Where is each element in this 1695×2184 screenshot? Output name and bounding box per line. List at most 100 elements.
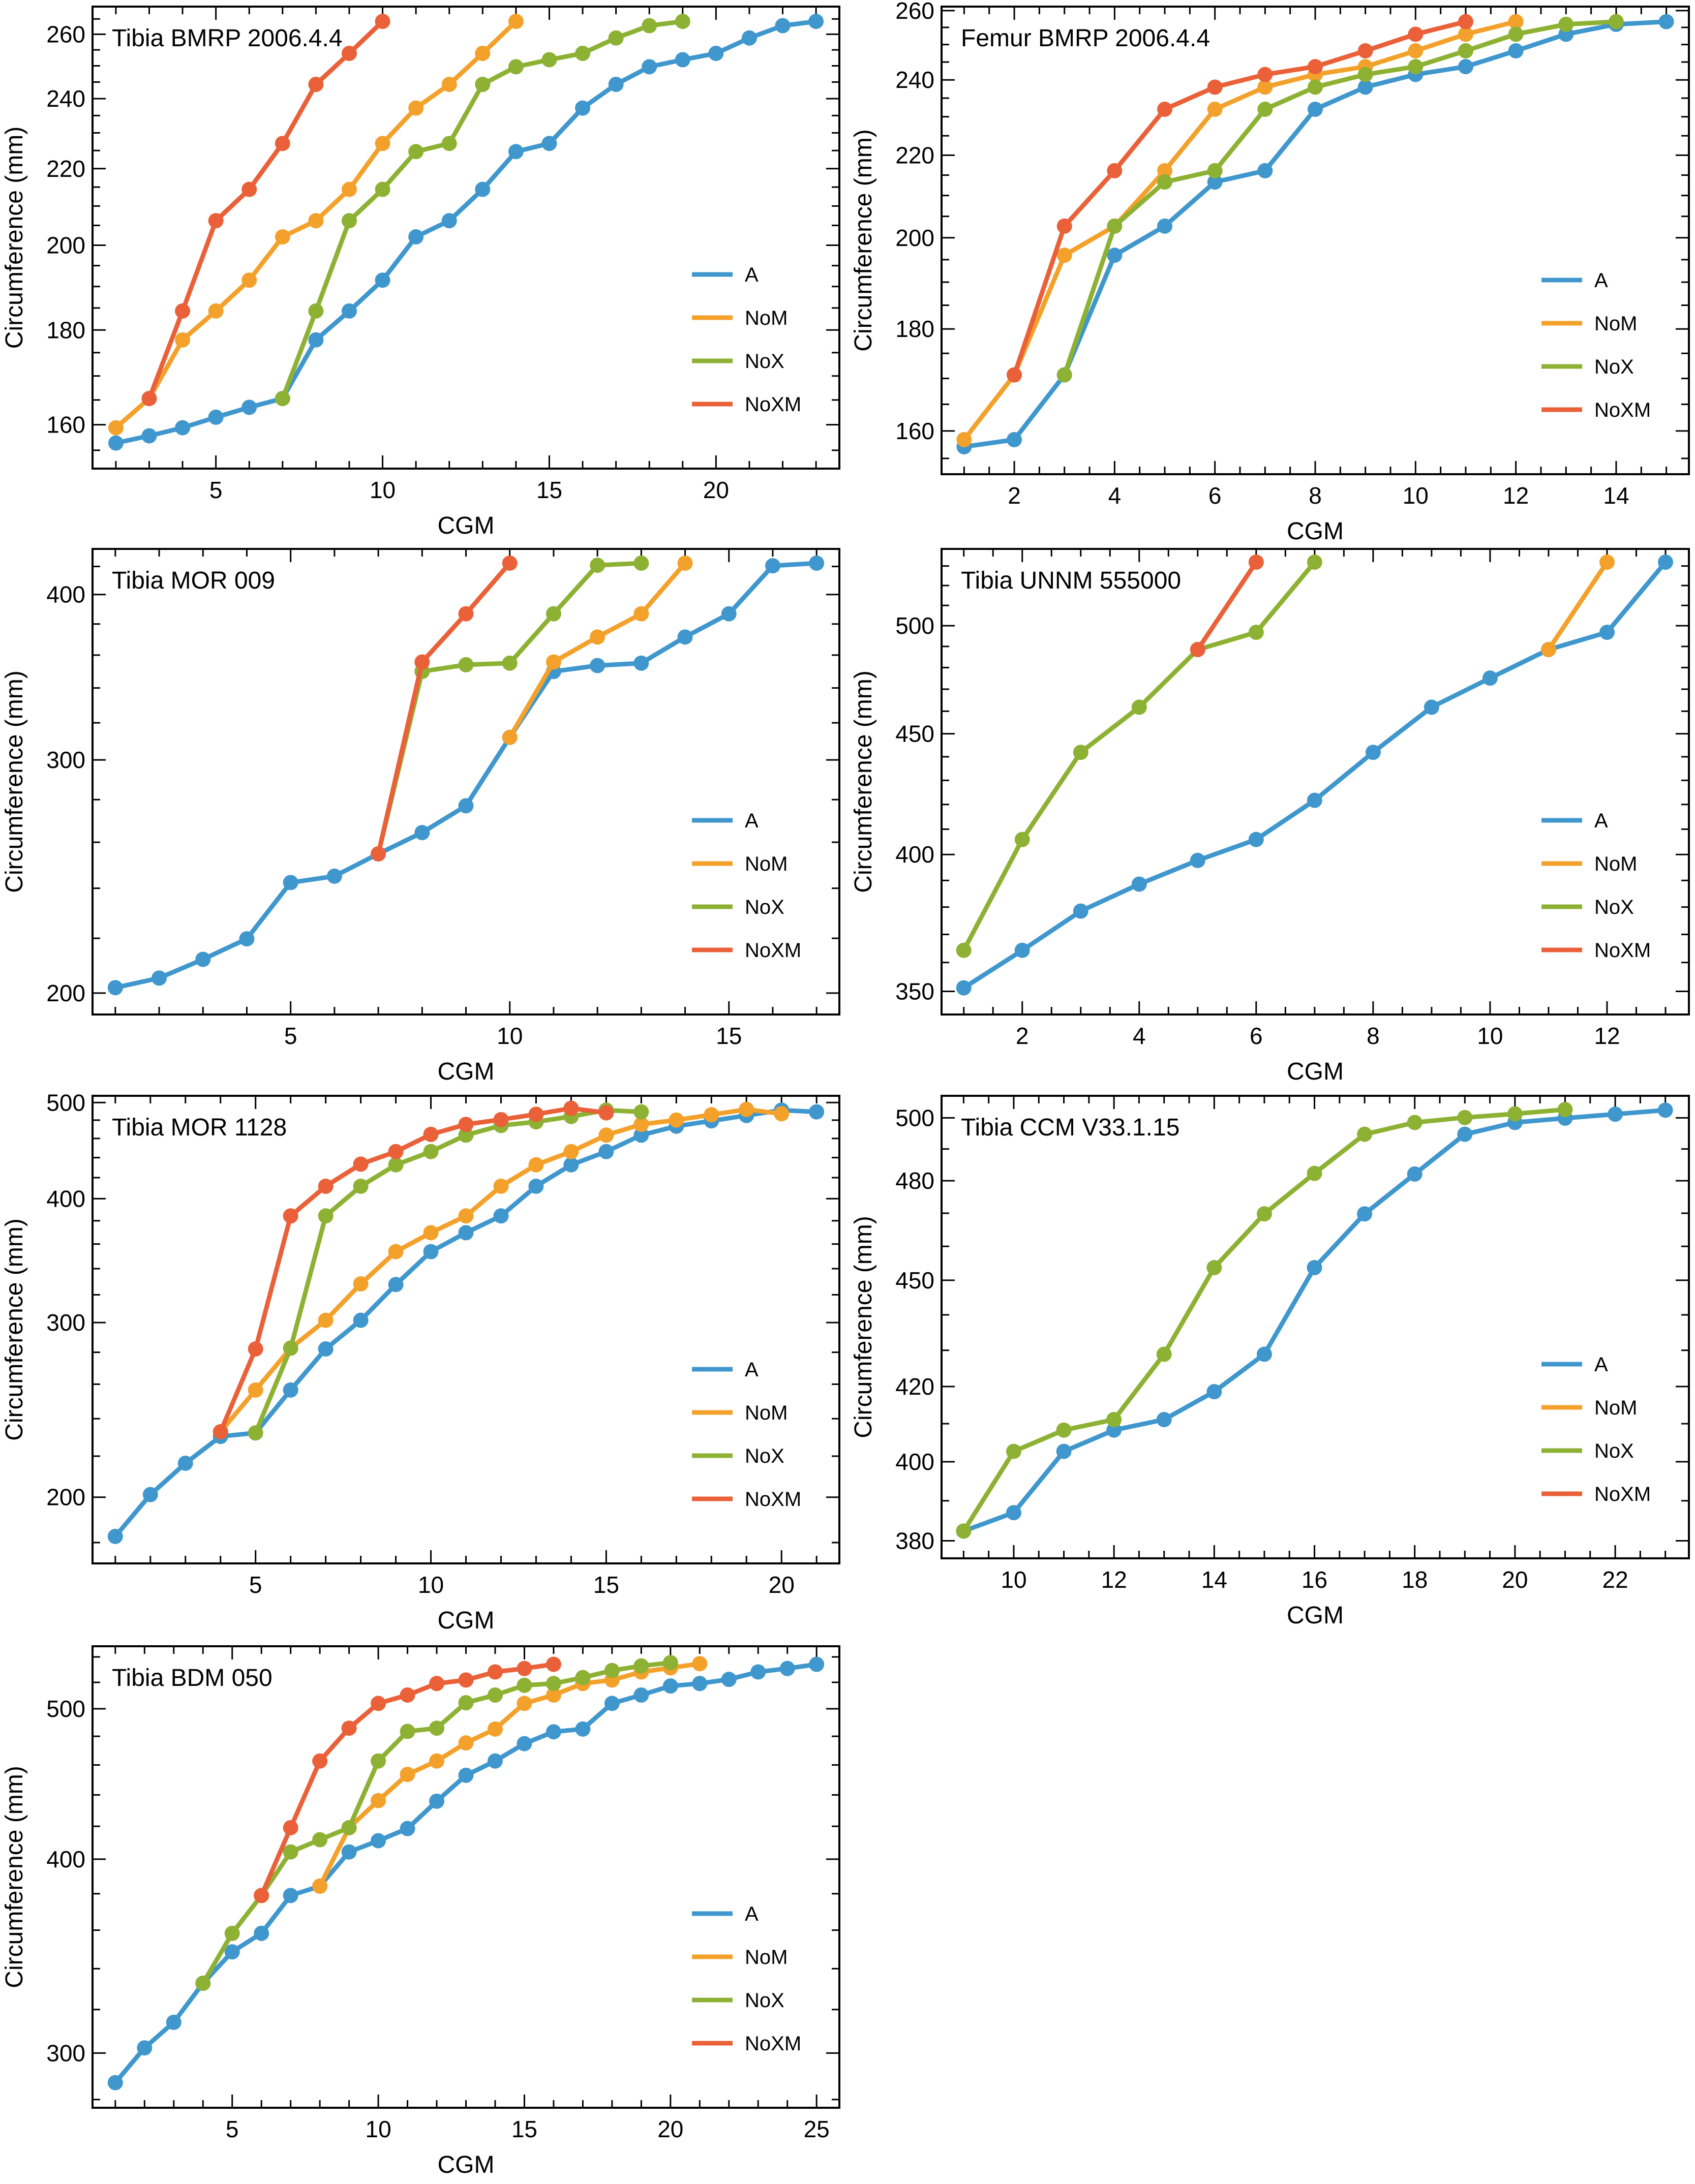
panel-title: Tibia CCM V33.1.15 — [961, 1114, 1179, 1141]
series-line-a — [113, 1108, 817, 1538]
data-point-a — [308, 332, 324, 348]
legend-item-a: A — [1541, 810, 1608, 832]
data-point-a — [1131, 876, 1147, 892]
y-tick-label: 180 — [895, 316, 934, 342]
data-point-nom — [590, 629, 606, 645]
series-nox — [1056, 14, 1624, 383]
legend-label: NoXM — [745, 393, 801, 416]
plot-frame — [92, 1645, 840, 2109]
x-axis-label: CGM — [1287, 518, 1344, 545]
series-nox — [248, 1102, 649, 1441]
data-point-nom — [704, 1107, 719, 1123]
y-axis-label: Circumference (mm) — [850, 670, 877, 893]
data-point-a — [283, 1382, 298, 1398]
data-point-noxm — [563, 1100, 579, 1116]
data-point-nox — [341, 213, 357, 229]
x-axis-label: CGM — [1287, 1602, 1344, 1629]
data-point-nox — [1507, 1106, 1523, 1122]
data-point-nom — [677, 556, 693, 571]
data-point-a — [1190, 852, 1205, 868]
legend-label: A — [745, 1359, 759, 1381]
data-point-nox — [371, 1753, 386, 1769]
data-point-a — [1073, 903, 1088, 919]
plot-area: 5 10 15 200 300 400 CGM Circumference (mm) Tibia… — [1, 548, 840, 1085]
data-point-a — [575, 1721, 591, 1737]
legend: A NoM NoX NoXM — [1541, 1354, 1651, 1505]
data-point-nom — [312, 1878, 328, 1894]
data-point-a — [808, 14, 824, 29]
data-point-noxm — [318, 1178, 334, 1194]
data-point-nox — [502, 655, 518, 671]
data-point-nox — [318, 1208, 334, 1224]
series-line-a — [115, 19, 816, 445]
data-point-nom — [774, 1106, 790, 1122]
data-point-a — [1458, 59, 1473, 75]
x-tick-label: 15 — [511, 2116, 537, 2142]
x-tick-label: 6 — [1250, 1023, 1263, 1049]
data-point-a — [809, 1656, 825, 1672]
x-tick-label: 16 — [1301, 1566, 1327, 1593]
data-point-noxm — [353, 1156, 369, 1172]
data-point-a — [108, 435, 124, 451]
data-point-a — [375, 272, 390, 288]
y-tick-label: 400 — [46, 1846, 85, 1872]
data-point-a — [541, 136, 557, 151]
data-point-nom — [241, 272, 257, 288]
data-point-noxm — [375, 14, 390, 29]
legend-label: A — [1594, 810, 1608, 832]
data-point-nom — [1257, 79, 1273, 95]
data-point-a — [721, 1672, 737, 1687]
data-point-a — [1207, 174, 1223, 190]
data-point-a — [353, 1312, 369, 1328]
data-point-nox — [642, 18, 657, 34]
data-point-nox — [429, 1720, 445, 1736]
y-tick-label: 200 — [46, 980, 85, 1006]
data-point-noxm — [1248, 554, 1264, 570]
data-point-a — [195, 951, 211, 967]
y-tick-label: 260 — [895, 0, 934, 24]
panel-title: Tibia BDM 050 — [112, 1665, 273, 1691]
data-point-a — [1307, 1259, 1322, 1275]
data-point-nox — [458, 657, 474, 672]
data-point-nox — [1006, 1443, 1021, 1459]
data-point-a — [508, 144, 524, 160]
y-tick-label: 200 — [895, 225, 934, 251]
x-tick-label: 2 — [1016, 1023, 1029, 1049]
data-point-a — [283, 875, 298, 890]
x-tick-label: 12 — [1594, 1023, 1620, 1049]
data-point-nom — [1540, 642, 1556, 658]
data-point-noxm — [175, 303, 191, 319]
data-point-nox — [1408, 59, 1424, 75]
legend-label: NoM — [1594, 853, 1637, 875]
data-point-nom — [956, 432, 972, 447]
data-point-noxm — [423, 1126, 439, 1142]
plot-area: 2 4 6 8 10 12 350 400 450 500 CGM Circumference (mm… — [850, 548, 1690, 1085]
chart-svg: 5 10 15 200 300 400 CGM Circumference (mm) Tibia… — [1, 548, 840, 1085]
data-point-nox — [575, 1670, 591, 1685]
series-a — [108, 14, 824, 451]
panel-title: Tibia UNNM 555000 — [961, 567, 1181, 594]
data-point-a — [177, 1455, 193, 1471]
x-tick-label: 15 — [536, 477, 562, 503]
legend-item-a: A — [1541, 1354, 1608, 1376]
data-point-nox — [283, 1844, 298, 1860]
data-point-a — [458, 798, 474, 814]
y-tick-label: 240 — [895, 67, 934, 93]
data-point-noxm — [429, 1676, 445, 1691]
series-nom — [502, 556, 693, 745]
panel-tibia-bdm-050: 5 10 15 20 25 300 400 500 CGM Circumference (mm) T… — [0, 1645, 840, 2184]
data-point-a — [341, 1844, 357, 1860]
data-point-nox — [633, 1658, 649, 1674]
y-tick-label: 500 — [46, 1089, 85, 1116]
data-point-nom — [341, 181, 357, 197]
series-nox — [956, 1102, 1573, 1539]
data-point-noxm — [388, 1144, 404, 1159]
data-point-a — [590, 658, 606, 673]
data-point-nom — [308, 213, 324, 229]
data-point-a — [1106, 1422, 1122, 1438]
plot-frame — [92, 548, 840, 1016]
data-point-nom — [318, 1312, 334, 1328]
legend-label: NoXM — [1594, 939, 1651, 962]
x-tick-label: 5 — [284, 1023, 297, 1049]
data-point-nom — [208, 303, 224, 319]
